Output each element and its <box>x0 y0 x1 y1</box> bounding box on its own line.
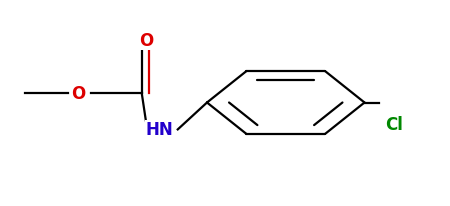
Text: O: O <box>72 85 86 103</box>
Text: Cl: Cl <box>385 116 403 133</box>
Text: O: O <box>139 32 153 50</box>
Text: HN: HN <box>146 121 174 139</box>
